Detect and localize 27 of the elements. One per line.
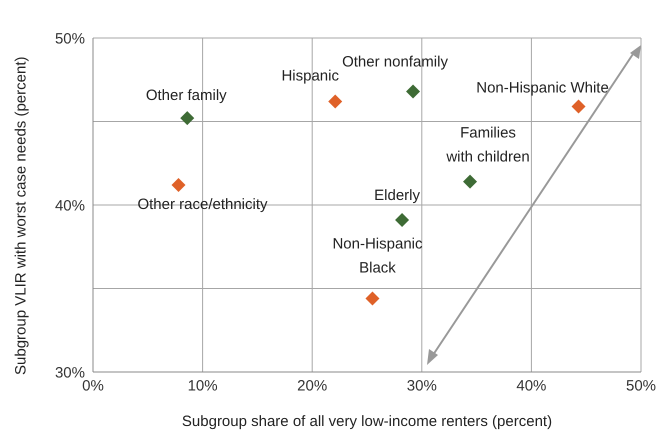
x-axis-title: Subgroup share of all very low-income renters (percent) [182,413,552,430]
point [463,174,478,189]
annotation: Other nonfamily [342,53,448,70]
annotation: Non-Hispanic Black [332,235,423,276]
y-tick-label: 30% [54,364,85,382]
annotation: Hispanic [281,67,340,84]
annotation: Non-Hispanic White [476,79,609,96]
annotation: Other race/ethnicity [137,196,268,213]
point [572,99,586,114]
y-axis-title: Subgroup VLIR with worst case needs (percent) [12,56,30,375]
point [365,292,380,306]
x-tick-label: 30% [406,378,437,395]
point [180,111,194,126]
x-tick-label: 0% [82,378,104,395]
x-tick-label: 50% [626,378,656,395]
x-tick-label: 20% [297,378,328,395]
point [406,84,420,98]
point [395,213,410,228]
annotation: Families with children [445,124,530,166]
y-tick-label: 50% [54,30,85,48]
x-tick-label: 10% [188,378,218,395]
x-tick-label: 40% [516,378,546,395]
y-tick-label: 40% [54,197,85,214]
point [171,178,186,192]
annotation: Other family [146,87,228,104]
annotation: Elderly [374,187,420,204]
point [328,94,342,108]
